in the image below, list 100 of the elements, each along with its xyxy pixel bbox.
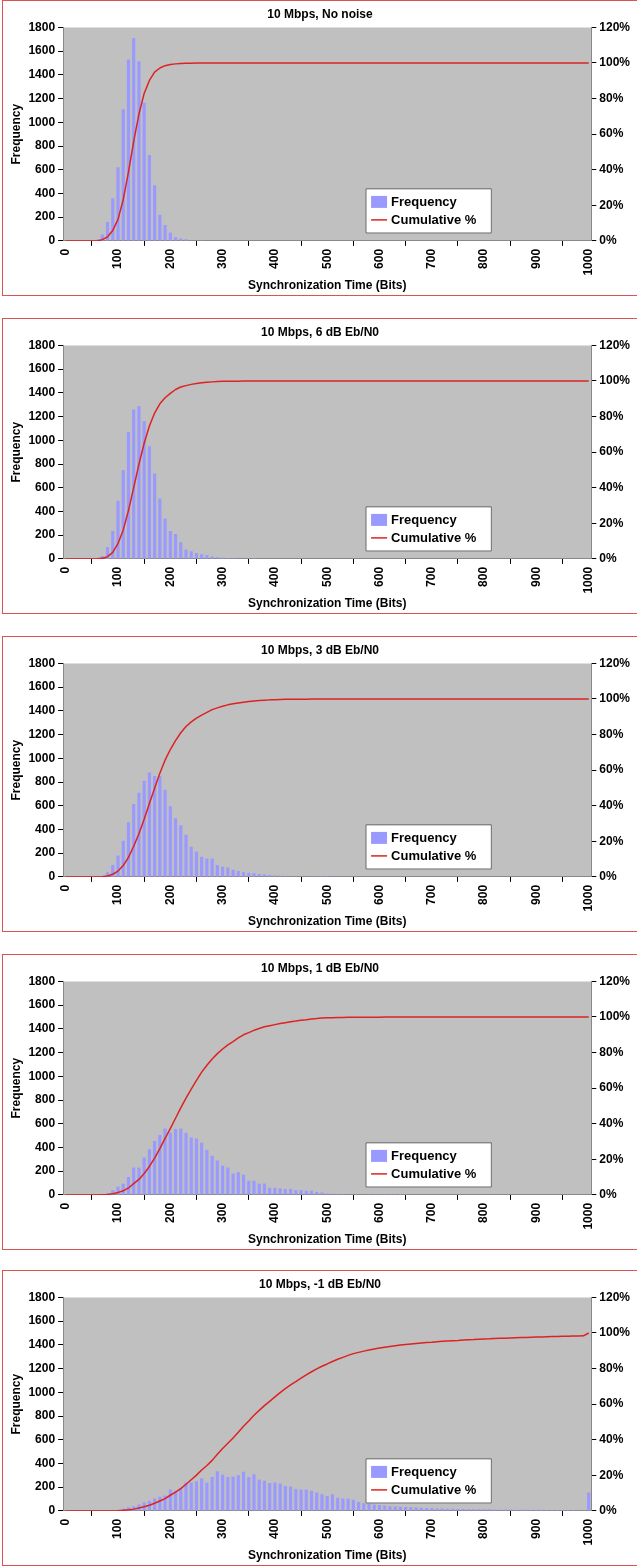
x-tick-label: 200 [162,1202,177,1223]
y2-tick-label: 100% [599,373,631,388]
y-tick-label: 400 [35,1139,56,1154]
x-tick-label: 400 [267,248,282,269]
x-tick-label: 700 [424,248,439,269]
y2-tick-label: 0% [599,869,617,884]
y-tick-label: 600 [35,1432,56,1447]
y-tick-label: 1000 [28,1068,56,1083]
y2-tick-label: 80% [599,408,624,423]
y-tick-label: 400 [35,821,56,836]
y2-tick-label: 80% [599,1360,624,1375]
x-tick-label: 600 [371,884,386,905]
x-tick-label: 400 [267,884,282,905]
y2-tick-label: 120% [599,973,631,988]
y-tick-label: 200 [35,845,56,860]
y-tick-label: 1600 [28,997,56,1012]
x-tick-label: 100 [110,248,125,269]
y2-tick-label: 20% [599,1467,624,1482]
y-tick-label: 0 [48,551,56,566]
y-tick-label: 1200 [28,726,56,741]
y-tick-label: 400 [35,503,56,518]
y2-tick-label: 0% [599,1187,617,1202]
x-tick-label: 900 [528,884,543,905]
y2-tick-label: 80% [599,90,624,105]
x-tick-label: 900 [528,1202,543,1223]
y2-tick-label: 120% [599,19,631,34]
x-tick-label: 0 [58,566,73,574]
x-tick-label: 600 [371,566,386,587]
x-tick-label: 900 [528,1518,543,1539]
x-tick-label: 0 [58,884,73,892]
y-tick-label: 1000 [28,750,56,765]
y-axis-title: Frequency [8,421,23,483]
y-tick-label: 1200 [28,408,56,423]
x-tick-label: 0 [58,1202,73,1210]
x-tick-label: 800 [476,248,491,269]
y-tick-label: 1600 [28,361,56,376]
x-tick-label: 500 [319,248,334,269]
y-tick-label: 600 [35,1116,56,1131]
y-tick-label: 1800 [28,19,56,34]
y-tick-label: 200 [35,1163,56,1178]
x-tick-label: 600 [371,1202,386,1223]
legend-label: Cumulative % [391,1482,477,1498]
y2-tick-label: 40% [599,480,624,495]
legend-label: Frequency [391,1148,458,1164]
y-tick-label: 1600 [28,679,56,694]
x-tick-label: 0 [58,1518,73,1526]
y-tick-label: 1400 [28,1337,56,1352]
y-tick-label: 200 [35,209,56,224]
y-tick-label: 1200 [28,1044,56,1059]
y-tick-label: 1000 [28,1384,56,1399]
y2-tick-label: 60% [599,762,624,777]
y2-tick-label: 20% [599,1151,624,1166]
x-tick-label: 500 [319,1202,334,1223]
x-tick-label: 1000 [581,1518,596,1546]
y-tick-label: 1800 [28,973,56,988]
legend-label: Frequency [391,194,458,210]
x-tick-label: 400 [267,566,282,587]
y2-tick-label: 100% [599,55,631,70]
y-tick-label: 1000 [28,114,56,129]
y-tick-label: 1400 [28,385,56,400]
y-tick-label: 1200 [28,1360,56,1375]
x-tick-label: 1000 [581,566,596,594]
y-tick-label: 1600 [28,1313,56,1328]
x-tick-label: 100 [110,1518,125,1539]
x-tick-label: 1000 [581,884,596,912]
y2-tick-label: 40% [599,1116,624,1131]
x-tick-label: 400 [267,1202,282,1223]
y-tick-label: 0 [48,1503,56,1518]
y2-tick-label: 100% [599,1325,631,1340]
x-tick-label: 800 [476,1202,491,1223]
y2-tick-label: 40% [599,1432,624,1447]
x-axis-title: Synchronization Time (Bits) [247,1232,407,1247]
y2-tick-label: 120% [599,337,631,352]
y-tick-label: 200 [35,527,56,542]
x-tick-label: 600 [371,248,386,269]
x-tick-label: 100 [110,884,125,905]
y-axis-title: Frequency [8,103,23,165]
y2-tick-label: 80% [599,726,624,741]
x-tick-label: 100 [110,566,125,587]
y-tick-label: 1800 [28,1289,56,1304]
y-tick-label: 0 [48,233,56,248]
y-tick-label: 400 [35,185,56,200]
y2-tick-label: 60% [599,1080,624,1095]
y2-tick-label: 0% [599,233,617,248]
x-tick-label: 1000 [581,1202,596,1230]
y-tick-label: 1400 [28,1021,56,1036]
legend-label: Frequency [391,830,458,846]
y2-tick-label: 20% [599,197,624,212]
x-axis-title: Synchronization Time (Bits) [247,278,407,293]
y2-tick-label: 60% [599,126,624,141]
legend-label: Cumulative % [391,530,477,546]
y-tick-label: 1600 [28,43,56,58]
y2-tick-label: 100% [599,1009,631,1024]
y-tick-label: 1800 [28,337,56,352]
y-tick-label: 1800 [28,655,56,670]
chart-title: 10 Mbps, 6 dB Eb/N0 [260,324,380,339]
x-tick-label: 200 [162,884,177,905]
x-tick-label: 300 [214,884,229,905]
y2-tick-label: 20% [599,833,624,848]
legend-label: Frequency [391,512,458,528]
